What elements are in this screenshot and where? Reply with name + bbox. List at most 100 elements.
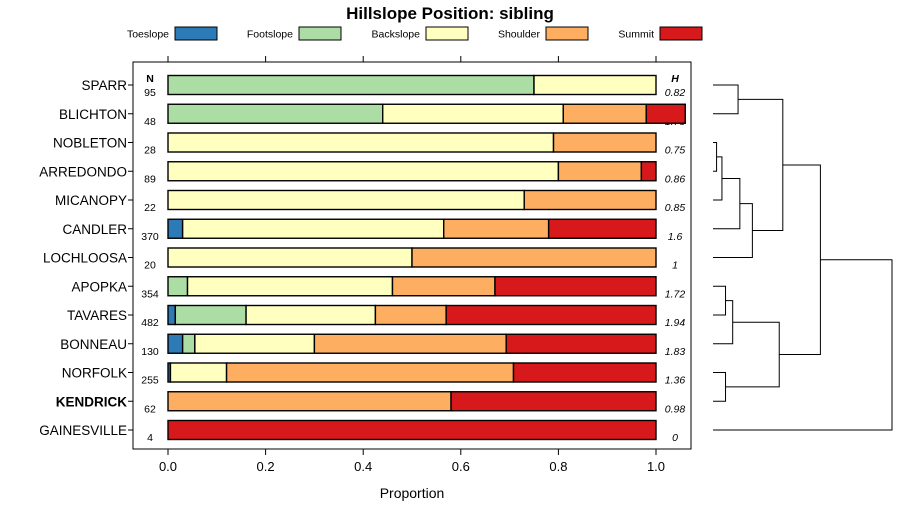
x-tick-label-2: 0.4 — [354, 459, 372, 474]
bar-tavares-backslope — [245, 304, 377, 326]
n-value: 62 — [144, 403, 156, 415]
bar-arredondo-shoulder — [557, 161, 643, 182]
row-gainesville: GAINESVILLE 4 0 — [39, 419, 678, 444]
bar-blichton-backslope — [382, 103, 564, 124]
row-nobleton: NOBLETON 28 0.75 — [53, 132, 686, 157]
bar-candler-backslope — [181, 218, 445, 239]
x-tick-label-4: 0.8 — [549, 459, 567, 474]
bar-arredondo-summit — [640, 161, 657, 182]
x-tick-label-1: 0.2 — [257, 459, 275, 474]
x-axis: 0.0 0.2 0.4 0.6 0.8 1.0 — [159, 449, 665, 474]
h-value: 1.72 — [665, 288, 686, 300]
bar-candler-summit — [547, 218, 657, 239]
bar-candler-toeslope — [167, 218, 184, 239]
bar-sparr-footslope — [167, 74, 535, 96]
h-value: 1.6 — [668, 231, 683, 243]
bar-kendrick-summit — [450, 391, 657, 412]
h-value: 1.94 — [665, 317, 686, 329]
dendrogram-link-0 — [713, 142, 718, 172]
n-value: 20 — [144, 260, 156, 272]
h-value: 1.36 — [665, 375, 686, 387]
legend-swatch-toeslope — [174, 26, 218, 41]
row-label-blichton: BLICHTON — [59, 107, 127, 122]
row-micanopy: MICANOPY 22 0.85 — [55, 189, 685, 214]
h-value: 0 — [672, 432, 678, 444]
row-label-arredondo: ARREDONDO — [39, 164, 127, 179]
n-column-header: N — [146, 73, 154, 85]
dendrogram-link-6 — [713, 84, 739, 115]
bar-tavares-toeslope — [167, 304, 177, 326]
n-value: 89 — [144, 173, 156, 185]
row-norfolk: NORFOLK 255 1.36 — [62, 362, 686, 387]
bar-micanopy-shoulder — [523, 189, 657, 211]
bar-apopka-summit — [494, 276, 657, 297]
dendrogram-link-5 — [713, 177, 741, 230]
bar-gainesville-summit — [167, 419, 657, 441]
legend-swatch-backslope — [425, 26, 469, 41]
legend-label-toeslope: Toeslope — [127, 29, 169, 41]
legend-label-summit: Summit — [618, 29, 654, 41]
bar-norfolk-backslope — [169, 362, 228, 383]
h-value: 0.86 — [665, 173, 686, 185]
h-value: 0.98 — [665, 403, 686, 415]
bar-rows: SPARR950.82BLICHTON481.78NOBLETON280.75A… — [39, 74, 686, 444]
row-label-nobleton: NOBLETON — [53, 136, 127, 151]
dendrogram-link-2 — [713, 285, 727, 316]
legend-label-footslope: Footslope — [247, 29, 293, 41]
row-kendrick: KENDRICK 62 0.98 — [56, 391, 686, 415]
h-value: 1 — [672, 260, 678, 272]
row-lochloosa: LOCHLOOSA 20 1 — [43, 247, 678, 272]
h-value: 1.83 — [665, 346, 686, 358]
bar-bonneau-summit — [505, 333, 657, 354]
row-tavares: TAVARES 482 1.94 — [67, 304, 686, 329]
n-value: 48 — [144, 116, 156, 128]
row-candler: CANDLER 370 1.6 — [62, 218, 683, 243]
row-label-candler: CANDLER — [62, 222, 127, 237]
bar-nobleton-backslope — [167, 132, 555, 153]
n-value: 482 — [141, 317, 159, 329]
bar-micanopy-backslope — [167, 189, 525, 211]
h-value: 0.75 — [665, 145, 686, 157]
bar-bonneau-backslope — [194, 333, 316, 354]
n-value: 354 — [141, 288, 159, 300]
row-label-kendrick: KENDRICK — [56, 394, 128, 409]
row-label-micanopy: MICANOPY — [55, 193, 127, 208]
row-apopka: APOPKA 354 1.72 — [71, 276, 686, 300]
row-label-sparr: SPARR — [81, 78, 127, 93]
x-tick-label-5: 1.0 — [647, 459, 665, 474]
bar-apopka-backslope — [186, 276, 394, 297]
x-axis-title: Proportion — [380, 485, 445, 501]
n-value: 28 — [144, 145, 156, 157]
bar-lochloosa-backslope — [167, 247, 413, 268]
legend-label-shoulder: Shoulder — [498, 29, 541, 41]
bar-tavares-footslope — [174, 304, 247, 326]
n-value: 4 — [147, 432, 153, 444]
bar-kendrick-shoulder — [167, 391, 452, 412]
row-arredondo: ARREDONDO 89 0.86 — [39, 161, 686, 185]
bar-bonneau-toeslope — [167, 333, 184, 354]
bar-tavares-shoulder — [374, 304, 447, 326]
bar-apopka-footslope — [167, 276, 189, 297]
dendrogram-link-9 — [738, 98, 784, 232]
n-value: 255 — [141, 375, 159, 387]
chart-title: Hillslope Position: sibling — [346, 4, 554, 23]
n-value: 130 — [141, 346, 159, 358]
bar-sparr-backslope — [533, 74, 657, 96]
row-label-apopka: APOPKA — [71, 279, 127, 294]
legend-swatch-summit — [659, 26, 703, 41]
bar-candler-shoulder — [443, 218, 550, 239]
bar-blichton-footslope — [167, 103, 384, 124]
plot-frame — [132, 61, 692, 450]
dendrogram-link-1 — [713, 156, 723, 201]
legend-swatch-shoulder — [545, 26, 589, 41]
bar-nobleton-shoulder — [552, 132, 657, 153]
dendrogram-link-3 — [713, 372, 727, 402]
h-column-header: H — [671, 73, 679, 85]
bar-norfolk-summit — [512, 362, 657, 383]
legend-swatch-footslope — [298, 26, 342, 41]
bar-bonneau-shoulder — [313, 333, 507, 354]
bar-norfolk-shoulder — [225, 362, 515, 383]
bar-lochloosa-shoulder — [411, 247, 657, 268]
dendrogram-link-7 — [713, 203, 753, 258]
